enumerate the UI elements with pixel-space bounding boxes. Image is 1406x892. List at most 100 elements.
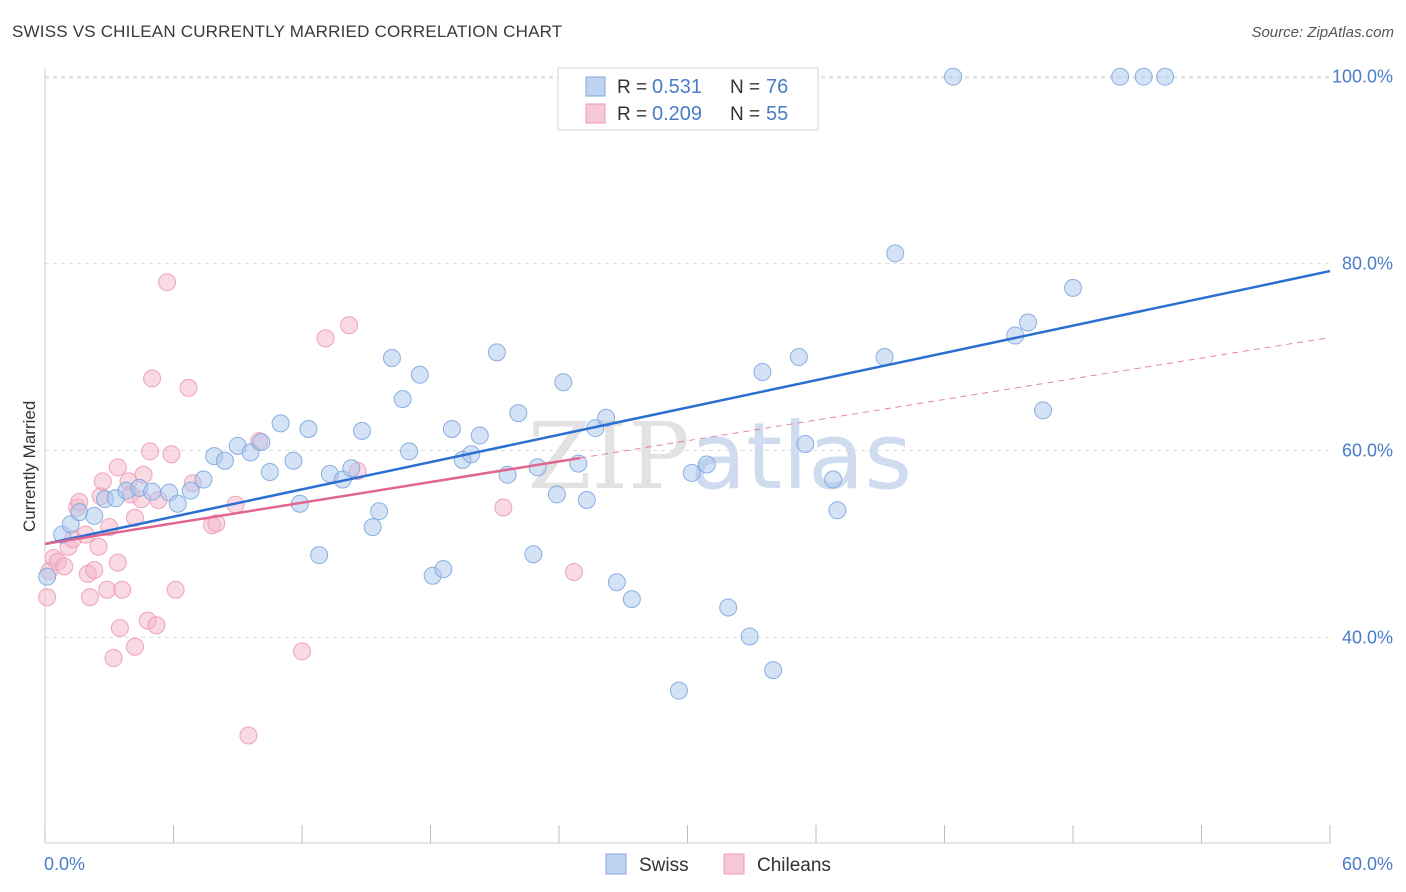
swiss-point	[753, 363, 772, 381]
swiss-point	[789, 348, 808, 367]
swiss-point	[271, 414, 290, 433]
chileans-point	[316, 329, 335, 348]
swiss-point	[1019, 313, 1038, 332]
swiss-point	[70, 503, 89, 522]
axes	[44, 68, 1331, 844]
swiss-point	[1134, 67, 1153, 86]
chileans-point	[38, 588, 57, 607]
swiss-point	[470, 426, 489, 445]
swiss-point	[682, 463, 701, 482]
series-legend-label: Chileans	[757, 855, 831, 876]
swiss-point	[1111, 67, 1130, 86]
chileans-point	[143, 369, 162, 388]
swiss-point	[487, 343, 506, 362]
chileans-point	[110, 619, 129, 638]
series-legend-swatch	[723, 853, 745, 875]
chileans-trend-line	[44, 456, 581, 546]
chileans-point	[108, 553, 127, 572]
chileans-point	[166, 580, 185, 599]
chileans-point	[147, 616, 166, 635]
swiss-point	[215, 451, 234, 470]
chileans-point	[207, 514, 226, 533]
chileans-trend-extension	[580, 336, 1331, 459]
chileans-point	[108, 458, 127, 477]
chileans-point	[113, 580, 132, 599]
trend-lines	[44, 269, 1331, 546]
series-swiss-points	[38, 67, 1175, 700]
series-legend: Swiss Chileans	[605, 853, 831, 876]
chileans-point	[340, 316, 359, 335]
n-label: N =	[730, 77, 760, 98]
chileans-point	[494, 498, 513, 517]
swiss-point	[181, 481, 200, 500]
x-tick-label-max: 60.0%	[1342, 854, 1393, 874]
series-legend-label: Swiss	[639, 855, 689, 876]
swiss-point	[1034, 401, 1053, 420]
swiss-point	[194, 470, 213, 489]
swiss-point	[85, 506, 104, 525]
swiss-point	[168, 494, 187, 513]
r-value: 0.209	[652, 103, 702, 125]
chileans-point	[89, 537, 108, 556]
swiss-point	[1156, 67, 1175, 86]
gridlines	[45, 76, 1330, 638]
swiss-point	[796, 434, 815, 453]
swiss-point	[577, 491, 596, 510]
swiss-point	[622, 590, 641, 609]
swiss-point	[442, 420, 461, 439]
r-label: R =	[617, 104, 647, 125]
chileans-point	[85, 561, 104, 580]
swiss-point	[528, 458, 547, 477]
series-legend-swatch	[605, 853, 627, 875]
chileans-point	[104, 648, 123, 667]
stats-legend: R = 0.531 N = 76 R = 0.209 N = 55	[557, 67, 819, 131]
swiss-point	[764, 661, 783, 680]
y-tick-label: 60.0%	[1342, 441, 1393, 461]
n-value: 76	[766, 76, 788, 98]
swiss-point	[547, 485, 566, 504]
swiss-point	[61, 515, 80, 534]
swiss-point	[252, 433, 271, 452]
swiss-point	[886, 244, 905, 263]
swiss-point	[143, 482, 162, 501]
swiss-point	[669, 681, 688, 700]
chileans-point	[239, 726, 258, 745]
chileans-point	[55, 557, 74, 576]
chileans-point	[564, 562, 583, 581]
chileans-point	[158, 273, 177, 292]
swiss-point	[38, 567, 57, 586]
swiss-point	[342, 459, 361, 478]
swiss-point	[719, 598, 738, 617]
swiss-point	[310, 546, 329, 565]
swiss-point	[260, 462, 279, 481]
swiss-point	[824, 470, 843, 489]
chileans-point	[93, 472, 112, 491]
y-tick-label: 80.0%	[1342, 254, 1393, 274]
swiss-point	[370, 502, 389, 521]
swiss-point	[944, 67, 963, 86]
chileans-point	[140, 442, 159, 461]
chileans-point	[125, 637, 144, 656]
n-label: N =	[730, 104, 760, 125]
swiss-point	[554, 373, 573, 392]
series-chileans-points	[38, 273, 583, 745]
x-tick-label-min: 0.0%	[44, 854, 85, 874]
swiss-point	[400, 442, 419, 461]
swiss-point	[607, 573, 626, 592]
swiss-point	[875, 348, 894, 367]
chileans-point	[125, 508, 144, 527]
swiss-point	[597, 408, 616, 427]
swiss-trend-line	[44, 269, 1331, 546]
swiss-point	[740, 627, 759, 646]
swiss-point	[352, 421, 371, 440]
chileans-point	[179, 378, 198, 397]
r-label: R =	[617, 77, 647, 98]
swiss-point	[284, 451, 303, 470]
source-label: Source: ZipAtlas.com	[1251, 24, 1394, 41]
swiss-point	[393, 390, 412, 409]
swiss-point	[509, 404, 528, 423]
swiss-point	[410, 365, 429, 384]
chileans-point	[293, 642, 311, 661]
chileans-point	[80, 588, 99, 607]
